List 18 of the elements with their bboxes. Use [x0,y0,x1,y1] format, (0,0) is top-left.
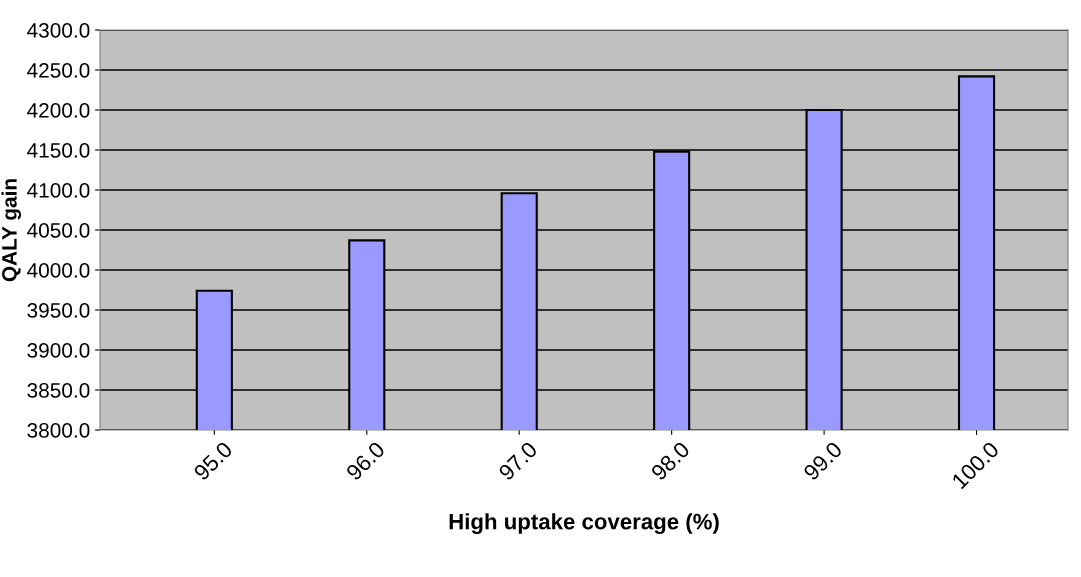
y-tick-label: 4250.0 [27,63,90,78]
y-tick-label: 4050.0 [27,223,90,238]
y-tick-label: 4200.0 [27,103,90,118]
y-axis-title: QALY gain [1,179,22,282]
y-tick-label: 3850.0 [27,383,90,398]
x-tick-label: 98.0 [650,440,691,482]
y-tick-label: 3950.0 [27,303,90,318]
y-tick-label: 4100.0 [27,183,90,198]
x-tick-label: 99.0 [802,440,843,482]
y-tick-label: 4000.0 [27,263,90,278]
y-tick-label: 4300.0 [27,23,90,38]
y-tick-label: 4150.0 [27,143,90,158]
y-tick-label: 3800.0 [27,423,90,438]
x-axis-title: High uptake coverage (%) [449,513,719,534]
x-tick-label: 95.0 [192,440,234,482]
y-tick-label: 3900.0 [27,343,90,358]
x-tick-label: 97.0 [497,440,539,482]
x-tick-label: 96.0 [345,440,386,482]
